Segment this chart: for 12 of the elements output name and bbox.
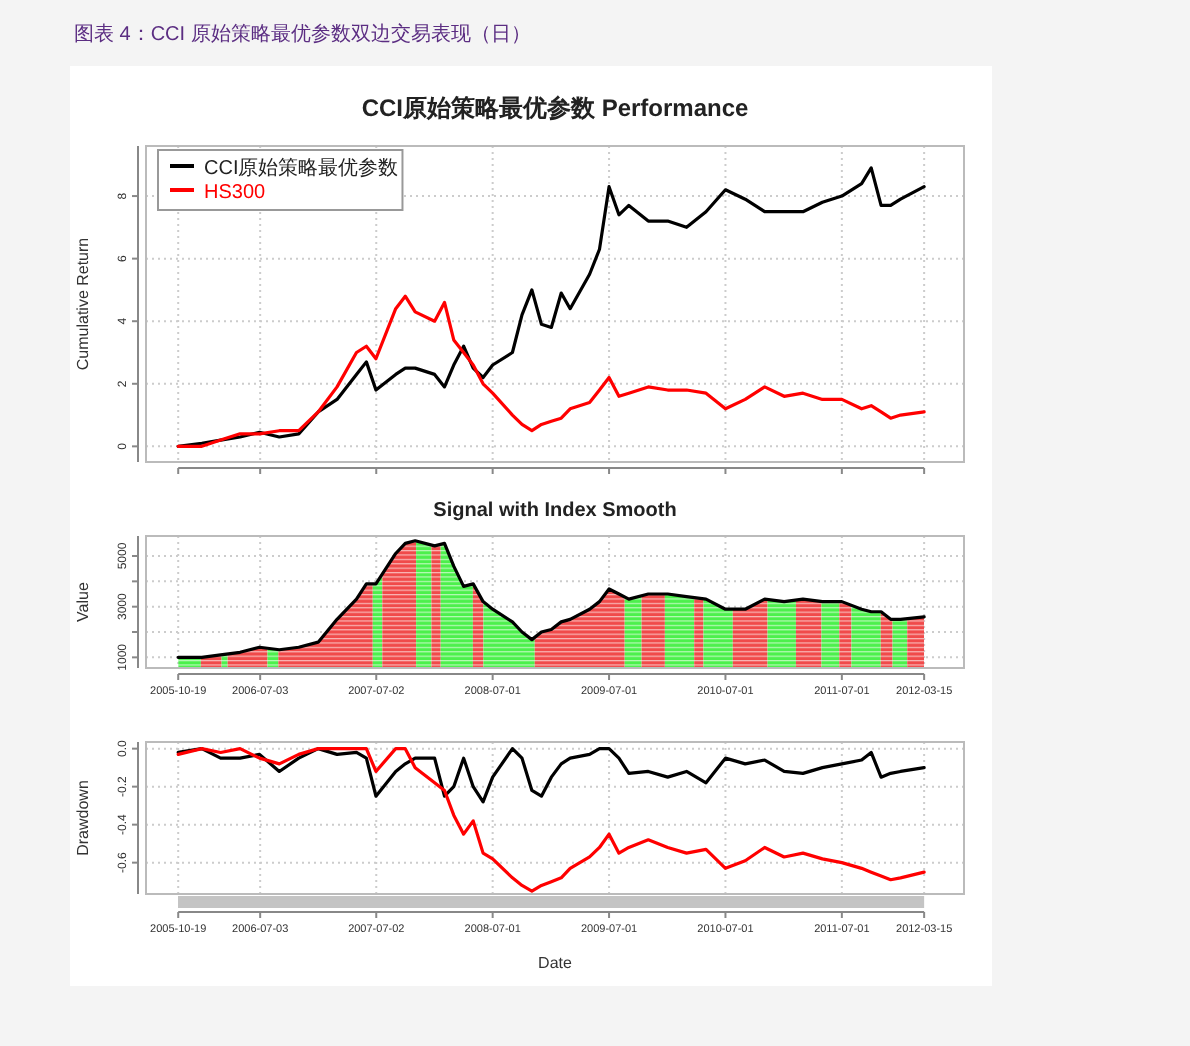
legend-label: HS300 <box>204 182 267 204</box>
line-series <box>176 747 926 893</box>
line-series <box>176 747 926 804</box>
text: 图表 4：CCI 原始策略最优参数双边交易表现（日） <box>74 22 531 46</box>
chart-title: Signal with Index Smooth <box>433 500 677 522</box>
y-axis-title: Value <box>74 581 92 622</box>
line-series <box>176 294 926 448</box>
legend-label: CCI原始策略最优参数 <box>204 156 399 180</box>
x-axis-title: Date <box>538 954 573 972</box>
chart-title: CCI原始策略最优参数 Performance <box>361 94 750 122</box>
y-axis-title: Cumulative Return <box>74 237 92 371</box>
y-axis-title: Drawdown <box>74 780 92 856</box>
